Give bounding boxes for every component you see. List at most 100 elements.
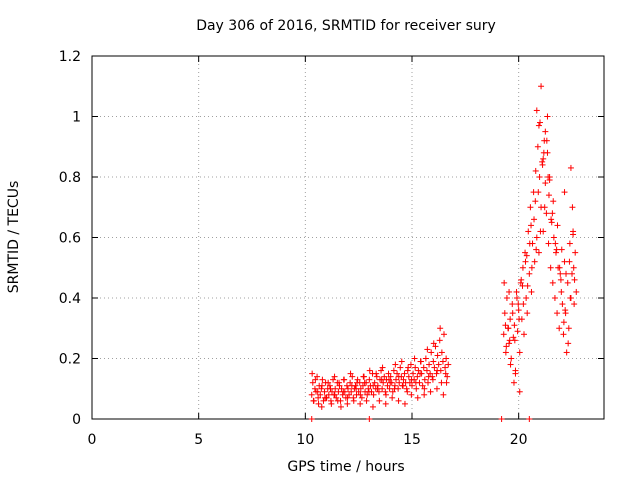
data-point bbox=[508, 355, 515, 362]
data-point bbox=[528, 222, 535, 229]
data-point bbox=[542, 180, 549, 187]
data-point bbox=[347, 379, 354, 386]
data-point bbox=[360, 373, 367, 380]
y-tick-label: 0.2 bbox=[59, 352, 81, 368]
data-point bbox=[498, 416, 505, 422]
data-point bbox=[315, 400, 322, 407]
data-point bbox=[396, 379, 403, 386]
data-point bbox=[548, 219, 555, 226]
data-point bbox=[436, 337, 443, 344]
data-point bbox=[433, 385, 440, 392]
data-point bbox=[560, 319, 567, 326]
data-point bbox=[353, 379, 360, 386]
data-point bbox=[409, 382, 415, 389]
data-point bbox=[511, 337, 518, 344]
data-point bbox=[344, 394, 351, 401]
data-point bbox=[339, 391, 346, 398]
data-point bbox=[405, 364, 412, 371]
data-point bbox=[398, 358, 405, 365]
data-point bbox=[560, 331, 567, 338]
data-point bbox=[573, 288, 580, 295]
data-point bbox=[502, 349, 509, 356]
data-point bbox=[506, 337, 513, 344]
data-point bbox=[378, 376, 385, 383]
data-point bbox=[569, 204, 576, 211]
data-point bbox=[395, 373, 402, 380]
data-point bbox=[501, 310, 508, 317]
data-point bbox=[515, 307, 522, 314]
data-point bbox=[564, 279, 571, 286]
data-point bbox=[422, 355, 429, 362]
data-point bbox=[500, 331, 507, 338]
data-point bbox=[309, 370, 316, 377]
data-point bbox=[327, 385, 334, 392]
data-point bbox=[312, 376, 319, 383]
data-point bbox=[391, 385, 398, 392]
data-point bbox=[336, 379, 343, 386]
data-point bbox=[404, 388, 411, 395]
data-point bbox=[357, 400, 364, 407]
data-point bbox=[550, 198, 557, 205]
data-point bbox=[544, 113, 551, 120]
data-point bbox=[507, 316, 514, 323]
data-point bbox=[425, 373, 432, 380]
data-point bbox=[533, 246, 540, 253]
y-tick-label: 1.2 bbox=[59, 49, 81, 65]
data-point bbox=[431, 364, 438, 371]
data-point bbox=[571, 301, 578, 308]
x-tick-label: 5 bbox=[194, 432, 203, 448]
data-point bbox=[371, 379, 378, 386]
data-point bbox=[403, 385, 410, 392]
data-point bbox=[406, 379, 413, 386]
data-point bbox=[543, 210, 550, 217]
data-point bbox=[509, 301, 516, 308]
data-point bbox=[317, 391, 324, 398]
data-point bbox=[369, 403, 376, 410]
data-point bbox=[533, 107, 540, 114]
data-point bbox=[364, 391, 371, 398]
data-point bbox=[411, 355, 418, 362]
data-point bbox=[506, 340, 513, 347]
data-point bbox=[546, 177, 553, 184]
data-point bbox=[522, 258, 529, 265]
data-point bbox=[338, 385, 345, 392]
data-point bbox=[395, 397, 402, 404]
data-point bbox=[433, 370, 440, 377]
data-point bbox=[309, 379, 316, 386]
y-tick-label: 0.8 bbox=[59, 170, 81, 186]
data-point bbox=[510, 334, 517, 341]
data-point bbox=[565, 325, 572, 332]
data-point bbox=[514, 328, 521, 335]
data-point bbox=[566, 240, 573, 247]
data-point bbox=[420, 364, 427, 371]
data-point bbox=[349, 373, 356, 380]
data-point bbox=[310, 397, 317, 404]
data-point bbox=[346, 391, 353, 398]
data-point bbox=[382, 391, 389, 398]
data-point bbox=[318, 382, 325, 389]
data-point bbox=[444, 373, 451, 380]
data-point bbox=[314, 388, 321, 395]
data-point bbox=[415, 367, 422, 374]
data-point bbox=[501, 279, 508, 286]
data-point bbox=[437, 325, 444, 332]
data-point bbox=[400, 376, 407, 383]
data-point bbox=[443, 379, 450, 386]
data-point bbox=[538, 83, 545, 90]
data-point bbox=[366, 416, 373, 422]
data-point bbox=[311, 385, 318, 392]
data-point bbox=[401, 400, 408, 407]
x-tick-label: 0 bbox=[88, 432, 97, 448]
data-point bbox=[379, 364, 386, 371]
data-point bbox=[376, 397, 383, 404]
data-point bbox=[554, 222, 561, 229]
data-point bbox=[545, 192, 552, 199]
data-point bbox=[553, 249, 559, 256]
chart-title: Day 306 of 2016, SRMTID for receiver sur… bbox=[196, 18, 496, 34]
data-point bbox=[382, 400, 389, 407]
data-point bbox=[353, 385, 360, 392]
data-point bbox=[435, 361, 442, 368]
data-point bbox=[328, 400, 335, 407]
data-point bbox=[315, 394, 322, 401]
data-point bbox=[441, 331, 447, 338]
